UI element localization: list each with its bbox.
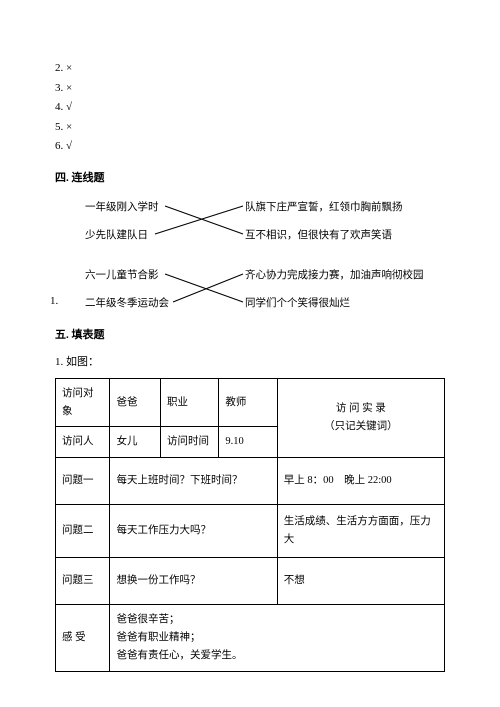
- match-number: 1.: [50, 293, 58, 311]
- cell: 早上 8：00 晚上 22:00: [277, 458, 444, 505]
- match-lines: [65, 198, 435, 313]
- answer-list: 2. × 3. × 4. √ 5. × 6. √: [55, 60, 445, 156]
- interview-table: 访问对象 爸爸 职业 教师 访 问 实 录 （只记关键词） 访问人 女儿 访问时…: [55, 378, 445, 672]
- answer-item: 6. √: [55, 138, 445, 156]
- section4-title: 四. 连线题: [55, 170, 445, 188]
- cell: 生活成绩、生活方方面面，压力大: [277, 505, 444, 558]
- cell: 感 受: [56, 605, 110, 672]
- cell: 9.10: [219, 427, 277, 458]
- matching-diagram: 一年级刚入学时 少先队建队日 六一儿童节合影 二年级冬季运动会 队旗下庄严宣誓，…: [65, 198, 435, 313]
- cell: 访问时间: [161, 427, 219, 458]
- answer-item: 2. ×: [55, 60, 445, 78]
- cell: 职业: [161, 378, 219, 427]
- cell: 爸爸很辛苦； 爸爸有职业精神； 爸爸有责任心，关爱学生。: [110, 605, 445, 672]
- cell: 每天工作压力大吗？: [110, 505, 277, 558]
- answer-item: 5. ×: [55, 119, 445, 137]
- cell: 访问人: [56, 427, 110, 458]
- section5-title: 五. 填表题: [55, 327, 445, 345]
- cell: 访 问 实 录 （只记关键词）: [277, 378, 444, 458]
- cell-line: 访 问 实 录: [284, 400, 438, 418]
- section5-sub: 1. 如图：: [55, 354, 445, 372]
- cell-line: 爸爸有职业精神；: [116, 629, 438, 647]
- cell: 访问对象: [56, 378, 110, 427]
- answer-item: 3. ×: [55, 80, 445, 98]
- cell-line: 爸爸很辛苦；: [116, 611, 438, 629]
- cell: 问题二: [56, 505, 110, 558]
- cell: 不想: [277, 558, 444, 605]
- cell: 教师: [219, 378, 277, 427]
- cell: 想换一份工作吗？: [110, 558, 277, 605]
- cell: 爸爸: [110, 378, 161, 427]
- answer-item: 4. √: [55, 99, 445, 117]
- cell: 问题一: [56, 458, 110, 505]
- cell: 每天上班时间？下班时间？: [110, 458, 277, 505]
- cell: 问题三: [56, 558, 110, 605]
- cell: 女儿: [110, 427, 161, 458]
- cell-line: （只记关键词）: [284, 418, 438, 436]
- cell-line: 爸爸有责任心，关爱学生。: [116, 647, 438, 665]
